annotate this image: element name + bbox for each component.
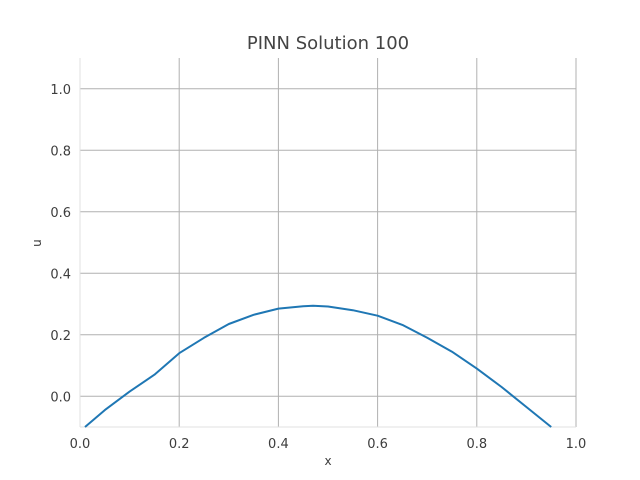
chart-title: PINN Solution 100 [247, 33, 409, 54]
tick-labels: 0.0 0.2 0.4 0.6 0.8 1.0 0.0 0.2 0.4 0.6 0.8 1.0 [50, 83, 586, 452]
y-tick-label: 1.0 [50, 83, 71, 98]
series-layer [84, 304, 552, 428]
x-tick-label: 0.4 [268, 437, 289, 452]
grid-lines [79, 58, 577, 427]
x-tick-label: 0.0 [70, 437, 91, 452]
x-axis-title: x [324, 454, 331, 468]
y-tick-label: 0.8 [50, 144, 71, 159]
series-line [84, 304, 552, 428]
y-tick-label: 0.0 [50, 390, 71, 405]
y-tick-label: 0.4 [50, 267, 71, 282]
axis-spines [79, 58, 576, 428]
y-tick-label: 0.6 [50, 206, 71, 221]
x-tick-label: 0.6 [367, 437, 388, 452]
y-axis-title: u [30, 239, 44, 247]
x-tick-label: 0.8 [466, 437, 487, 452]
x-tick-label: 1.0 [566, 437, 587, 452]
y-tick-label: 0.2 [50, 329, 71, 344]
x-tick-label: 0.2 [169, 437, 190, 452]
